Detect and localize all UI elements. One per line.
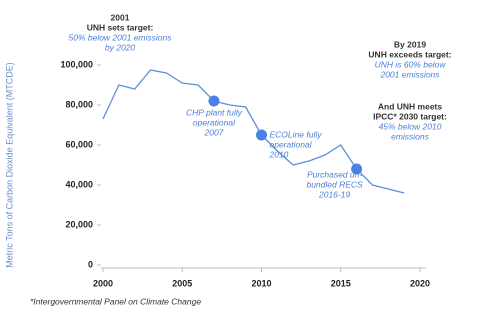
y-tick-label: 60,000 [65,139,93,149]
point-note: operational [193,117,236,127]
x-tick-label: 2000 [93,278,113,288]
note-text: by 2020 [105,42,136,52]
point-note: 2010 [269,149,289,159]
x-tick-label: 2015 [331,278,351,288]
point-note: operational [270,139,313,149]
note-heading: UNH exceeds target: [368,49,451,59]
note-heading: UNH sets target: [87,22,154,32]
y-tick-label: 100,000 [60,59,93,69]
y-tick-label: 0 [88,259,93,269]
y-tick-label: 40,000 [65,179,93,189]
note-text: emissions [391,131,430,141]
x-tick-label: 2010 [251,278,271,288]
note-text: 2001 emissions [379,69,440,79]
note-heading: By 2019 [394,39,426,49]
y-tick-label: 20,000 [65,219,93,229]
note-heading: 2001 [111,12,130,22]
note-text: 45% below 2010 [379,121,442,131]
note-text: 50% below 2001 emissions [68,32,172,42]
point-note: CHP plant fully [186,107,243,117]
x-tick-label: 2020 [410,278,430,288]
y-tick-label: 80,000 [65,99,93,109]
note-heading: IPCC* 2030 target: [373,111,447,121]
note-heading: And UNH meets [378,101,443,111]
point-note: ECOLine fully [270,129,323,139]
highlight-point [208,95,220,107]
y-axis-label: Metric Tons of Carbon Dioxide Equivalent… [4,62,14,267]
highlight-point [351,163,363,175]
point-note: 2007 [203,127,223,137]
x-tick-label: 2005 [172,278,192,288]
note-text: UNH is 60% below [375,59,447,69]
highlight-point [256,129,267,141]
point-note: Purchased un- [307,169,362,179]
point-note: bundled RECS [306,179,363,189]
point-note: 2016-19 [318,189,350,199]
footnote: *Intergovernmental Panel on Climate Chan… [30,296,201,306]
